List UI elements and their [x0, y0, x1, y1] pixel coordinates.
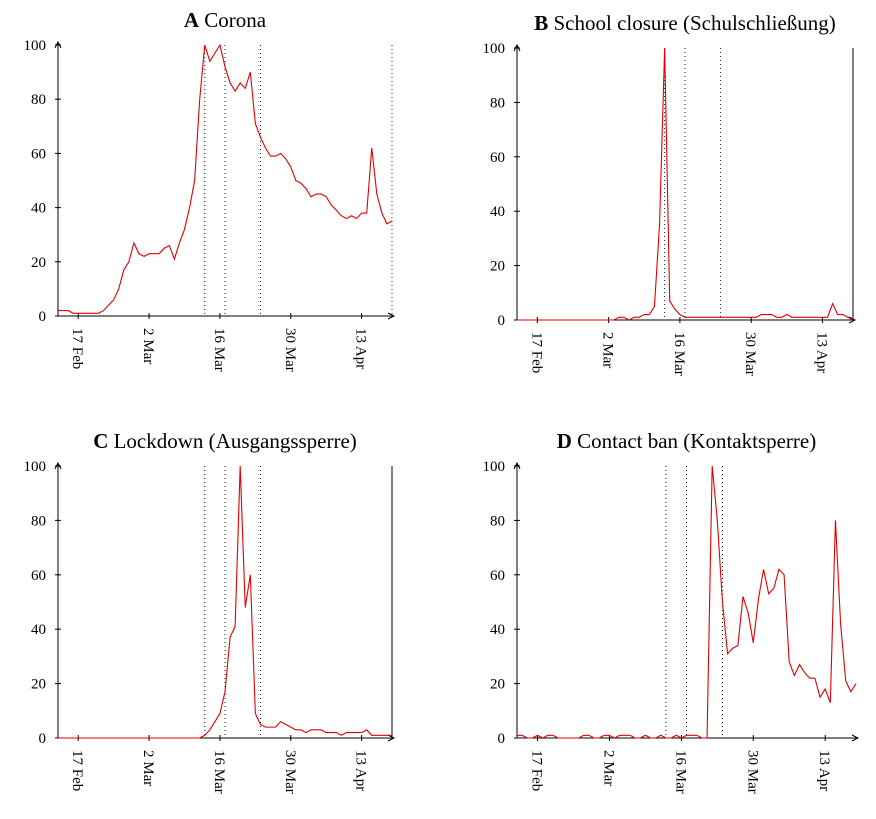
- y-tick-label: 20: [31, 677, 46, 693]
- x-axis-arrow: [851, 734, 860, 742]
- x-tick-label: 17 Feb: [528, 332, 544, 373]
- data-line: [58, 43, 393, 314]
- panel-title-text: School closure (Schulschließung): [553, 11, 835, 35]
- x-tick-label: 13 Apr: [813, 332, 829, 373]
- y-tick-label: 100: [483, 41, 506, 57]
- x-tick-label: 16 Mar: [211, 328, 227, 372]
- y-tick-label: 80: [490, 513, 505, 529]
- panel: C Lockdown (Ausgangssperre) 0 20 40 60 80 100 1…: [24, 429, 396, 794]
- panel-title-text: Lockdown (Ausgangssperre): [114, 429, 357, 453]
- panel: B School closure (Schulschließung) 0 20 40 6…: [483, 11, 857, 376]
- y-tick-label: 60: [490, 568, 505, 584]
- data-line: [517, 465, 857, 739]
- y-tick-label: 100: [24, 459, 47, 475]
- x-axis-arrow: [848, 316, 857, 324]
- x-tick-label: 16 Mar: [671, 332, 687, 376]
- y-tick-label: 100: [24, 38, 47, 54]
- x-tick-label: 17 Feb: [69, 328, 85, 369]
- x-tick-label: 2 Mar: [140, 750, 156, 786]
- x-tick-label: 17 Feb: [529, 750, 545, 791]
- panel: D Contact ban (Kontaktsperre) 0 20 40 60 80 10…: [483, 429, 860, 794]
- x-axis-arrow: [387, 312, 396, 320]
- y-tick-label: 60: [490, 150, 505, 166]
- panel: A Corona 0 20 40 60 80 100 17 Feb 2 Mar 16 Mar 30 …: [24, 8, 396, 372]
- y-axis-arrow: [54, 461, 62, 470]
- x-tick-label: 30 Mar: [744, 750, 760, 794]
- panel-letter: A: [184, 8, 200, 32]
- panel-title: A Corona: [184, 8, 267, 32]
- y-axis-arrow: [513, 461, 521, 470]
- y-tick-label: 80: [31, 513, 46, 529]
- x-tick-label: 13 Apr: [353, 750, 369, 791]
- panel-title: B School closure (Schulschließung): [534, 11, 836, 35]
- panel-title: C Lockdown (Ausgangssperre): [93, 429, 357, 453]
- x-tick-label: 30 Mar: [742, 332, 758, 376]
- y-axis-arrow: [54, 40, 62, 49]
- x-tick-label: 2 Mar: [600, 750, 616, 786]
- data-line: [517, 47, 854, 321]
- x-tick-label: 17 Feb: [69, 750, 85, 791]
- y-tick-label: 80: [490, 95, 505, 111]
- x-tick-label: 2 Mar: [600, 332, 616, 368]
- y-tick-label: 20: [490, 677, 505, 693]
- y-tick-label: 100: [483, 459, 506, 475]
- y-tick-label: 20: [490, 259, 505, 275]
- x-tick-label: 16 Mar: [211, 750, 227, 794]
- panel-letter: D: [557, 429, 572, 453]
- y-tick-label: 40: [490, 622, 505, 638]
- y-tick-label: 60: [31, 146, 46, 162]
- panel-letter: C: [93, 429, 108, 453]
- y-tick-label: 0: [498, 731, 506, 747]
- panel-title: D Contact ban (Kontaktsperre): [557, 429, 817, 453]
- panel-letter: B: [534, 11, 548, 35]
- y-tick-label: 0: [39, 309, 47, 325]
- y-tick-label: 0: [498, 313, 506, 329]
- y-tick-label: 0: [39, 731, 47, 747]
- x-tick-label: 16 Mar: [672, 750, 688, 794]
- x-tick-label: 2 Mar: [140, 328, 156, 364]
- x-tick-label: 13 Apr: [353, 328, 369, 369]
- panel-title-text: Corona: [204, 8, 267, 32]
- y-tick-label: 40: [490, 204, 505, 220]
- data-line: [58, 465, 392, 739]
- y-tick-label: 20: [31, 255, 46, 271]
- x-tick-label: 30 Mar: [282, 750, 298, 794]
- x-axis-arrow: [387, 734, 396, 742]
- y-axis-arrow: [513, 43, 521, 52]
- x-tick-label: 13 Apr: [816, 750, 832, 791]
- x-tick-label: 30 Mar: [282, 328, 298, 372]
- y-tick-label: 80: [31, 92, 46, 108]
- y-tick-label: 60: [31, 568, 46, 584]
- y-tick-label: 40: [31, 622, 46, 638]
- y-tick-label: 40: [31, 201, 46, 217]
- panel-title-text: Contact ban (Kontaktsperre): [577, 429, 816, 453]
